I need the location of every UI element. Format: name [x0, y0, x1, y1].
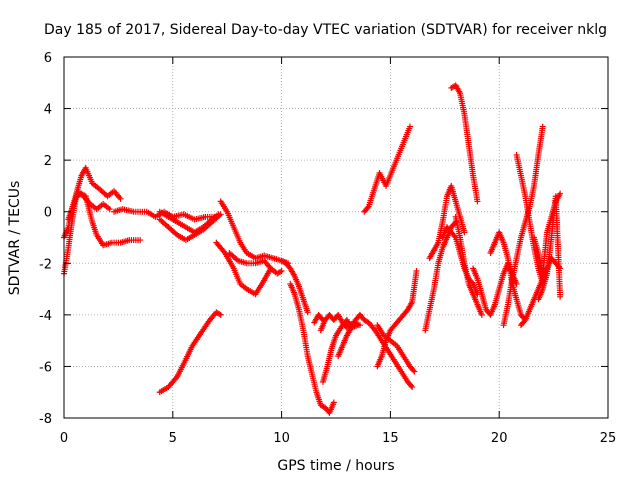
x-tick-label: 10 — [273, 431, 290, 446]
series-track-21 — [422, 219, 459, 334]
series-track-18 — [374, 322, 418, 375]
series-track-12 — [287, 280, 337, 416]
series-track-20 — [361, 123, 413, 215]
data-point — [474, 198, 481, 205]
data-point — [469, 279, 475, 286]
data-point — [451, 233, 458, 240]
y-tick-label: 0 — [44, 206, 52, 221]
data-point — [557, 293, 564, 300]
data-points-layer — [61, 82, 564, 416]
data-point — [413, 268, 420, 275]
series-track-15 — [311, 311, 326, 326]
y-tick-label: -4 — [39, 309, 52, 324]
series-track-32 — [535, 193, 564, 303]
data-point — [411, 368, 418, 375]
x-axis-label: GPS time / hours — [277, 458, 394, 474]
data-point — [217, 311, 224, 318]
series-track-7 — [156, 309, 224, 396]
y-tick-label: 4 — [44, 103, 52, 118]
data-point — [406, 123, 413, 130]
y-axis-label: SDTVAR / TECUs — [7, 181, 23, 296]
series-track-19 — [374, 268, 420, 370]
plot-frame — [63, 56, 609, 419]
data-point — [106, 206, 113, 213]
grid-layer — [64, 57, 608, 418]
y-tick-label: -8 — [39, 412, 52, 427]
data-point — [539, 123, 546, 130]
x-tick-label: 20 — [491, 431, 508, 446]
x-tick-label: 15 — [382, 431, 399, 446]
data-point — [278, 268, 285, 275]
data-point — [410, 367, 417, 374]
series-track-25 — [448, 82, 481, 205]
ticks-layer: 0 5 10 15 20 25 -8 -6 -4 -2 0 2 4 6 — [39, 51, 616, 446]
series-track-22 — [426, 182, 468, 262]
series-track-10 — [226, 249, 285, 277]
chart-title: Day 185 of 2017, Sidereal Day-to-day VTE… — [44, 22, 607, 38]
data-point — [137, 237, 144, 244]
data-point — [304, 309, 311, 316]
series-track-11 — [278, 257, 311, 316]
data-point — [330, 399, 337, 406]
y-tick-label: 2 — [44, 154, 52, 169]
series-track-17 — [356, 311, 416, 391]
data-point — [461, 229, 468, 236]
data-point — [408, 382, 415, 389]
series-track-16 — [335, 311, 363, 360]
x-tick-label: 25 — [600, 431, 617, 446]
data-point — [364, 204, 371, 211]
data-point — [409, 384, 416, 391]
data-point — [557, 190, 564, 197]
series-track-6 — [156, 208, 222, 236]
series-track-24 — [452, 213, 485, 318]
data-point — [521, 318, 528, 325]
data-point — [117, 195, 124, 202]
data-point — [215, 211, 222, 218]
y-tick-label: -6 — [39, 360, 52, 375]
series-track-3 — [65, 188, 113, 223]
y-tick-label: -2 — [39, 257, 52, 272]
data-point — [478, 311, 485, 318]
y-tick-label: 6 — [44, 51, 52, 66]
x-tick-label: 5 — [169, 431, 177, 446]
series-track-28 — [500, 123, 546, 329]
data-point — [318, 315, 325, 322]
data-point — [319, 317, 326, 324]
x-tick-label: 0 — [60, 431, 68, 446]
